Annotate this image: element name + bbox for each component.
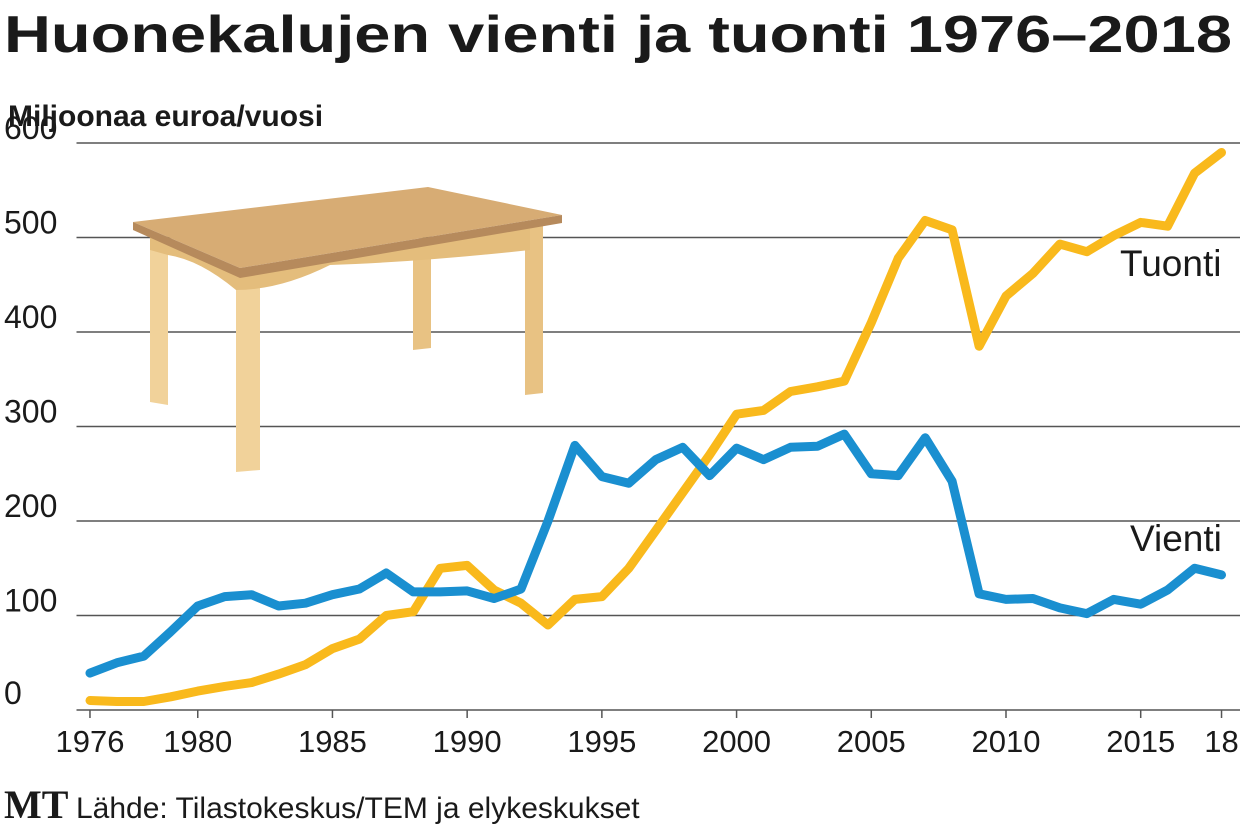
grid: 0 100 200 300 400 500 600 1976 1980 1985 1990 1995 2… xyxy=(4,110,1240,759)
table-top xyxy=(133,187,562,268)
x-tick-label: 2005 xyxy=(837,724,906,759)
series-line xyxy=(85,148,1226,706)
x-tick-label: 2000 xyxy=(702,724,771,759)
y-tick-label: 100 xyxy=(4,583,57,619)
x-tick-label: 1980 xyxy=(163,724,232,759)
series-label: Tuonti xyxy=(1120,243,1221,284)
x-tick-label: 2015 xyxy=(1106,724,1175,759)
table-leg xyxy=(413,238,431,350)
x-tick-label: 1976 xyxy=(55,724,124,759)
table-leg xyxy=(236,268,260,472)
y-tick-label: 500 xyxy=(4,205,57,241)
y-tick-label: 400 xyxy=(4,299,57,335)
table-illustration xyxy=(133,187,562,472)
x-tick-label: 18 xyxy=(1204,724,1238,759)
series-line xyxy=(85,429,1226,678)
source: Lähde: Tilastokeskus/TEM ja elykeskukset xyxy=(76,792,640,825)
x-tick-label: 1985 xyxy=(298,724,367,759)
y-tick-label: 600 xyxy=(4,110,57,146)
x-tick-label: 1990 xyxy=(433,724,502,759)
chart-title: Huonekalujen vienti ja tuonti 1976–2018 xyxy=(4,6,1232,64)
plot: Tuonti Vienti xyxy=(85,148,1226,706)
logo: MT xyxy=(4,782,69,827)
y-tick-label: 300 xyxy=(4,394,57,430)
table-leg xyxy=(525,223,543,395)
x-tick-label: 2010 xyxy=(972,724,1041,759)
x-tick-label: 1995 xyxy=(567,724,636,759)
series-label: Vienti xyxy=(1130,518,1222,559)
y-tick-label: 200 xyxy=(4,488,57,524)
y-tick-label: 0 xyxy=(4,675,22,711)
y-axis-label: Miljoonaa euroa/vuosi xyxy=(8,100,323,133)
table-leg xyxy=(150,235,168,405)
